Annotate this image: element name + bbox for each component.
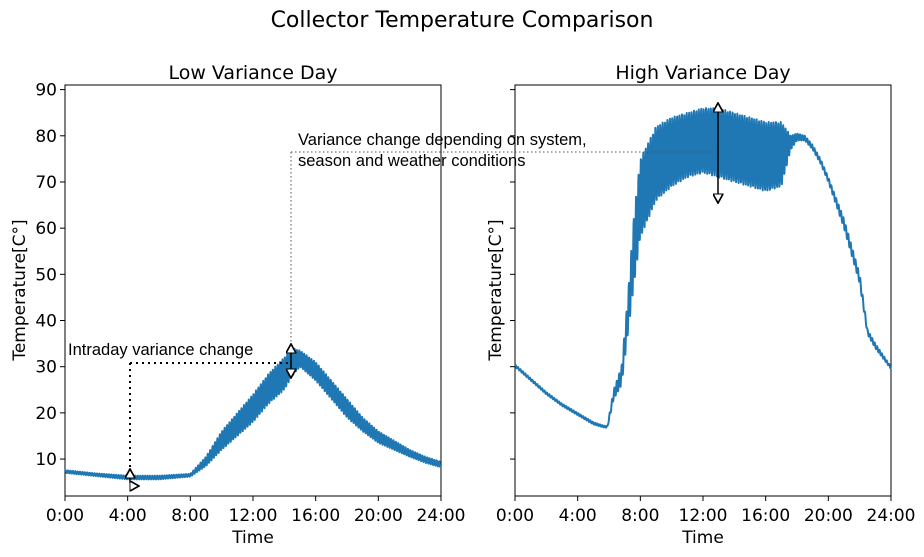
left-x-axis-label: Time bbox=[231, 528, 274, 548]
y-tick-label: 80 bbox=[35, 127, 57, 147]
cross-annotation: Variance change depending on system, sea… bbox=[290, 131, 716, 343]
x-tick-label: 24:00 bbox=[417, 506, 466, 526]
right-chart-title: High Variance Day bbox=[615, 62, 790, 84]
left-series bbox=[64, 347, 442, 481]
x-tick-label: 20:00 bbox=[804, 506, 853, 526]
x-tick-label: 16:00 bbox=[741, 506, 790, 526]
x-tick-label: 8:00 bbox=[621, 506, 659, 526]
x-tick-label: 4:00 bbox=[559, 506, 597, 526]
y-tick-label: 10 bbox=[35, 450, 57, 470]
temperature-series-line bbox=[64, 347, 442, 481]
x-tick-label: 4:00 bbox=[109, 506, 147, 526]
right-series bbox=[514, 107, 892, 429]
x-tick-label: 16:00 bbox=[291, 506, 340, 526]
y-tick-label: 30 bbox=[35, 358, 57, 378]
temperature-series-line bbox=[514, 107, 892, 429]
x-tick-label: 12:00 bbox=[229, 506, 278, 526]
x-tick-label: 8:00 bbox=[171, 506, 209, 526]
right-y-axis-label: Temperature[C°] bbox=[486, 219, 506, 361]
left-annotation: Intraday variance change bbox=[68, 341, 291, 486]
chart-right: High Variance Day 0:00 4:00 8:00 12:00 16:00… bbox=[486, 62, 916, 548]
annotation-variance-line1: Variance change depending on system, bbox=[298, 131, 587, 149]
y-tick-label: 70 bbox=[35, 173, 57, 193]
y-tick-label: 20 bbox=[35, 404, 57, 424]
y-tick-label: 40 bbox=[35, 312, 57, 332]
left-chart-title: Low Variance Day bbox=[168, 62, 337, 84]
chart-left: Low Variance Day 0:00 4:00 8:00 12:00 16:00 2… bbox=[10, 62, 466, 548]
left-y-axis-label: Temperature[C°] bbox=[10, 219, 30, 361]
right-x-ticks: 0:00 4:00 8:00 12:00 16:00 20:00 24:00 bbox=[496, 496, 916, 526]
x-tick-label: 12:00 bbox=[679, 506, 728, 526]
x-tick-label: 24:00 bbox=[867, 506, 916, 526]
left-y-ticks: 10 20 30 40 50 60 70 80 90 bbox=[35, 81, 65, 470]
annotation-variance-line2: season and weather conditions bbox=[298, 152, 526, 170]
y-tick-label: 50 bbox=[35, 265, 57, 285]
x-tick-label: 0:00 bbox=[46, 506, 84, 526]
y-tick-label: 60 bbox=[35, 219, 57, 239]
annotation-intraday-label: Intraday variance change bbox=[68, 341, 253, 359]
left-x-ticks: 0:00 4:00 8:00 12:00 16:00 20:00 24:00 bbox=[46, 496, 466, 526]
y-tick-label: 90 bbox=[35, 81, 57, 101]
x-tick-label: 0:00 bbox=[496, 506, 534, 526]
x-tick-label: 20:00 bbox=[354, 506, 403, 526]
figure-title: Collector Temperature Comparison bbox=[271, 8, 654, 33]
right-x-axis-label: Time bbox=[681, 528, 724, 548]
right-y-ticks bbox=[510, 89, 515, 460]
